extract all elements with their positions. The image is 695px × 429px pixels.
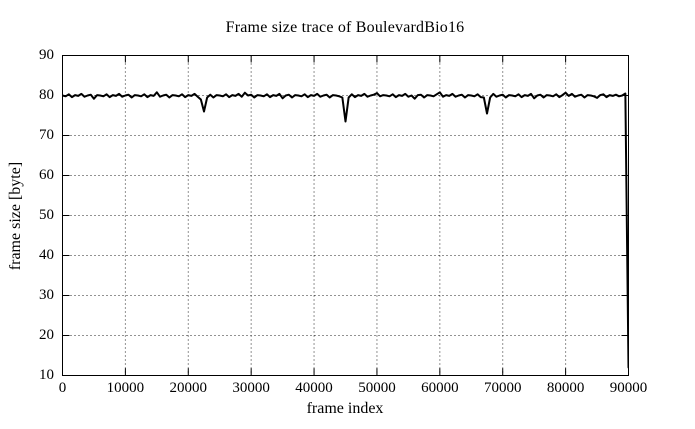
x-tick-label: 60000 [421,380,459,396]
x-tick-label: 40000 [295,380,333,396]
x-tick-label: 90000 [609,380,648,396]
y-tick-label: 80 [39,86,54,103]
x-axis-label: frame index [306,400,384,417]
frame-size-trace-line [62,91,629,369]
x-tick-label: 30000 [232,380,270,396]
y-tick-label: 20 [39,326,54,343]
y-tick-label: 30 [39,286,54,303]
y-tick-label: 60 [39,166,54,183]
y-tick-label: 40 [39,246,54,263]
x-tick-label: 80000 [546,380,585,396]
x-tick-label: 10000 [106,380,145,396]
x-tick-label: 70000 [483,380,522,396]
y-tick-label: 10 [39,366,54,383]
y-tick-label: 90 [39,46,54,63]
x-tick-label: 50000 [358,380,396,396]
plot-area [62,55,629,376]
y-tick-label: 70 [39,126,54,143]
chart-title: Frame size trace of BoulevardBio16 [225,19,465,36]
y-tick-label: 50 [39,206,54,223]
x-tick-label: 20000 [169,380,208,396]
x-tick-label: 0 [58,380,67,396]
